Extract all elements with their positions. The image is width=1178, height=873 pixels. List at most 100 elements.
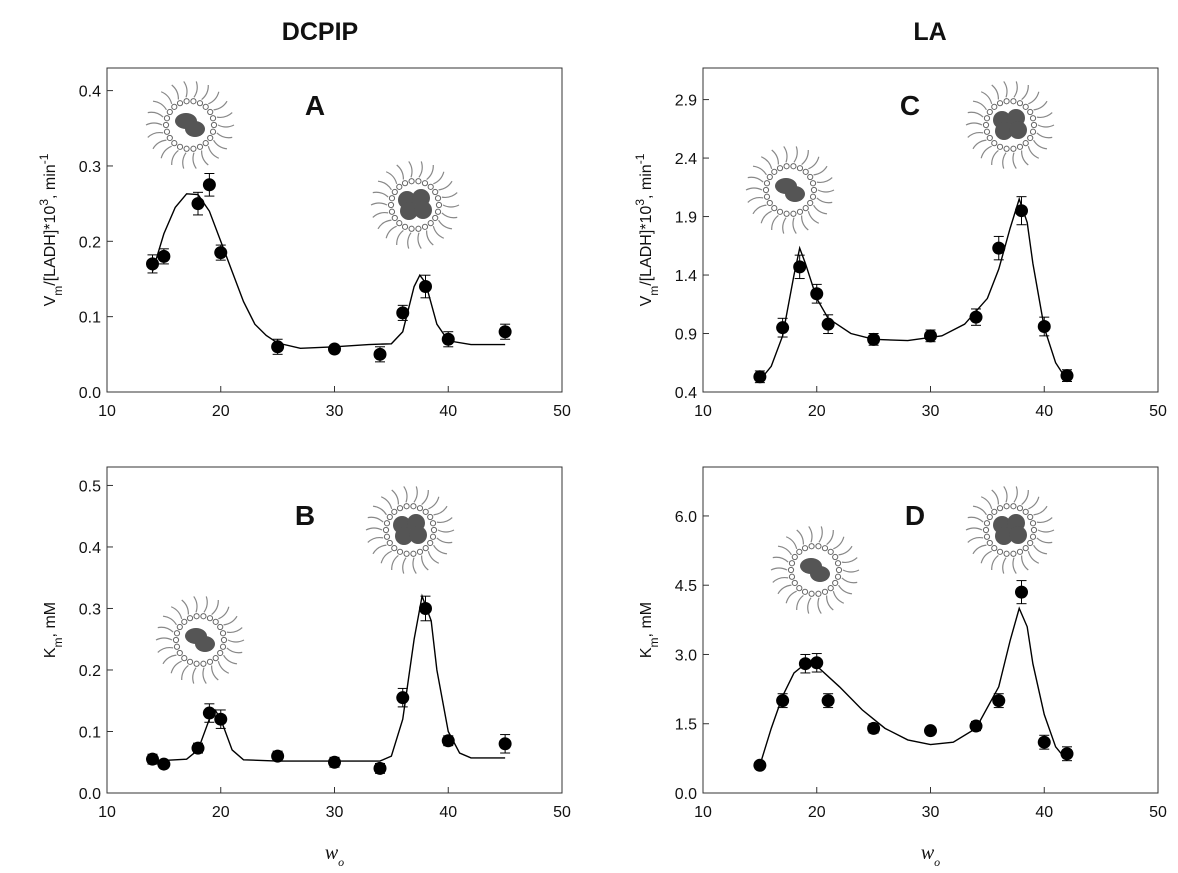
micelle-tail: [817, 189, 835, 193]
micelle-tail: [972, 100, 987, 111]
micelle-head: [802, 168, 809, 175]
micelle-tail: [967, 516, 984, 523]
y-tick-label: 0.5: [79, 478, 101, 495]
micelle-tail: [752, 204, 767, 215]
micelle-head: [401, 180, 409, 187]
micelle-head: [776, 208, 784, 215]
data-point: [191, 197, 205, 211]
micelle-tail: [1021, 555, 1029, 571]
micelle-head: [207, 134, 214, 142]
micelle-head: [383, 533, 391, 540]
micelle-head: [196, 143, 204, 150]
micelle-head: [821, 545, 829, 552]
micelle-tail: [152, 139, 167, 150]
micelle-tail: [1028, 496, 1040, 510]
micelle-head: [796, 548, 803, 555]
micelle-tail: [441, 212, 458, 219]
label-part: /[LADH]*10: [42, 206, 59, 286]
data-point: [776, 694, 790, 708]
micelle-head: [173, 643, 181, 650]
micelle-head: [162, 121, 170, 129]
micelle-head: [171, 140, 178, 147]
micelle-head: [193, 613, 200, 620]
micelle-tail: [201, 150, 209, 166]
x-tick-label: 50: [1149, 804, 1167, 821]
micelle-tail: [433, 171, 445, 185]
micelle-tail: [377, 219, 392, 230]
micelle-head: [783, 163, 790, 170]
y-tick-label: 0.4: [79, 540, 101, 557]
micelle-tail: [437, 529, 455, 533]
label-part: m: [647, 286, 661, 296]
label-part: o: [338, 855, 344, 869]
y-axis-label: Vm/[LADH]*103, min-1: [633, 153, 661, 306]
micelle-tail: [1033, 100, 1048, 111]
micelle-head: [788, 573, 796, 580]
micelle-tail: [193, 81, 198, 98]
data-point: [821, 694, 835, 708]
micelle-head: [429, 533, 437, 540]
micelle-tail: [217, 660, 230, 674]
fit-curve: [759, 196, 1068, 381]
micelle-tail: [1013, 486, 1018, 503]
x-tick-label: 30: [922, 403, 940, 420]
micelle-head: [986, 513, 993, 521]
x-tick-label: 40: [1035, 403, 1053, 420]
micelle-tail: [365, 527, 383, 531]
micelle-head: [1029, 533, 1037, 540]
micelle-head: [391, 508, 398, 515]
micelle-tail: [162, 654, 177, 665]
micelle-tail: [1036, 132, 1053, 139]
micelle-head: [383, 520, 391, 527]
micelle-head: [983, 128, 991, 135]
micelle-head: [422, 545, 429, 552]
micelle-head: [986, 134, 993, 142]
micelle-tail: [991, 489, 999, 505]
fit-curve: [151, 193, 506, 350]
micelle-head: [186, 658, 194, 665]
micelle-head: [776, 165, 784, 172]
data-point: [328, 342, 341, 356]
micelle-tail: [826, 529, 834, 545]
micelle-tail: [841, 557, 858, 564]
micelle-head: [807, 199, 814, 207]
column-title: LA: [913, 18, 946, 46]
micelle-tail: [211, 599, 219, 615]
micelle-head: [1003, 550, 1010, 557]
micelle-tail: [808, 156, 820, 170]
micelle-tail: [841, 577, 858, 584]
micelle-head: [815, 590, 822, 597]
micelle-head: [217, 623, 224, 631]
data-point: [1015, 204, 1028, 218]
micelle-tail: [1027, 146, 1040, 159]
micelle-tail: [967, 131, 984, 138]
fit-curve: [759, 606, 1068, 766]
micelle-head: [1027, 134, 1034, 142]
data-point: [157, 757, 171, 771]
label-part: 3: [37, 199, 51, 206]
micelle-head: [403, 550, 410, 557]
data-point: [1015, 585, 1028, 599]
x-axis-label: wo: [325, 842, 344, 869]
micelle-tail: [160, 145, 172, 159]
micelle-head: [1022, 508, 1029, 515]
micelle-tail: [152, 100, 167, 111]
micelle-tail: [193, 596, 198, 613]
micelle-head: [403, 503, 410, 510]
micelle-head: [808, 590, 815, 597]
micelle-head: [202, 103, 209, 110]
panel-label: B: [295, 500, 315, 531]
enzyme: [414, 201, 432, 219]
enzyme: [1009, 121, 1027, 139]
micelle-tail: [367, 536, 384, 543]
micelle-tail: [217, 124, 235, 128]
micelle-tail: [980, 145, 992, 159]
micelle-head: [209, 128, 217, 135]
micelle-head: [391, 545, 398, 552]
micelle-head: [788, 560, 796, 567]
micelle-tail: [991, 555, 999, 571]
micelle-head: [434, 208, 442, 215]
label-part: w: [325, 842, 339, 864]
data-point: [867, 332, 881, 346]
